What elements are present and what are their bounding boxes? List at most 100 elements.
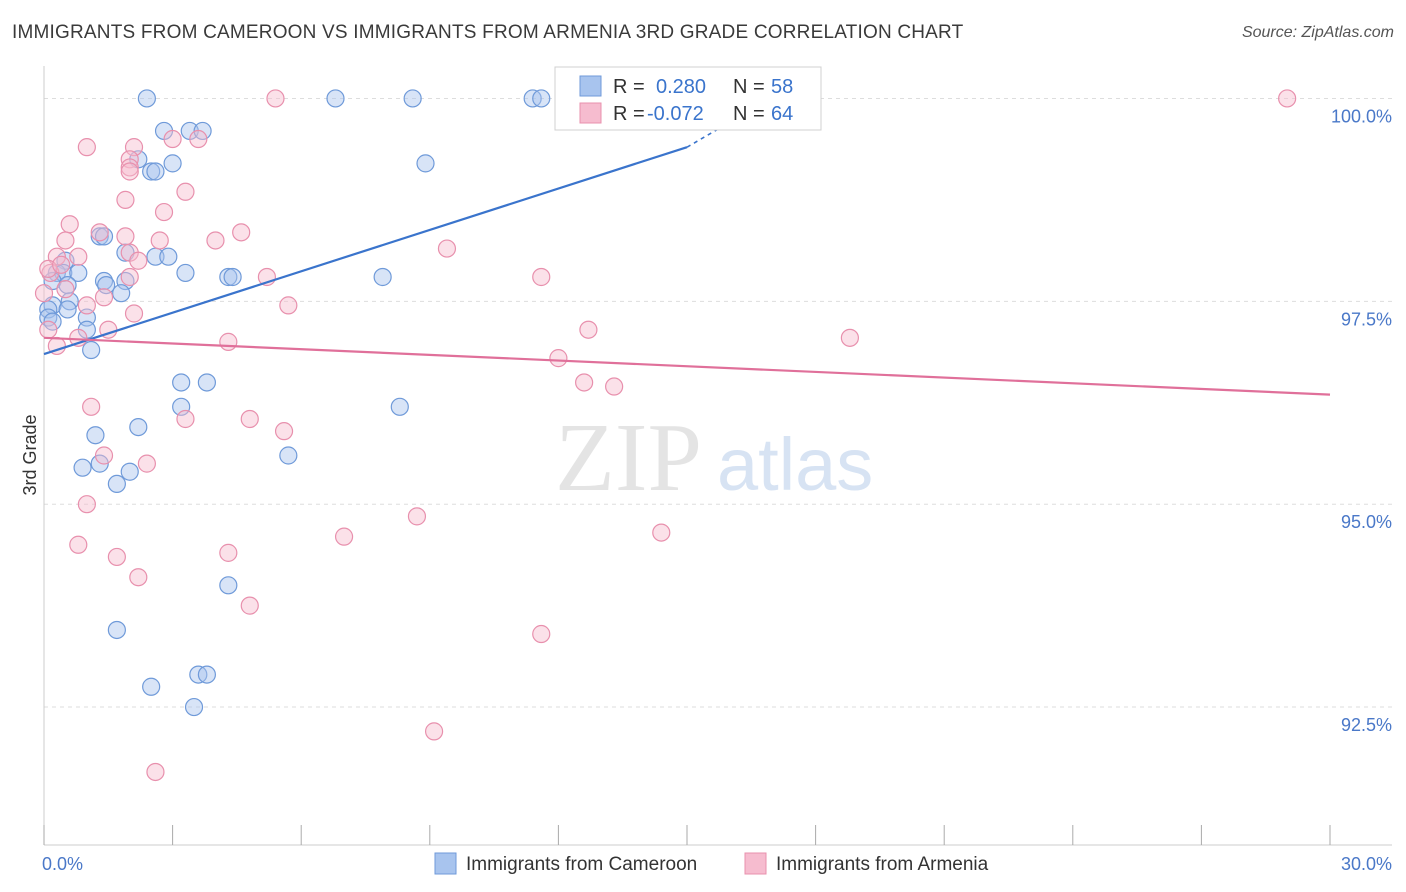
cameroon-point-57 <box>184 697 204 717</box>
armenia-point-61 <box>146 762 165 782</box>
cameroon-point-26 <box>223 267 242 287</box>
chart-title: IMMIGRANTS FROM CAMEROON VS IMMIGRANTS F… <box>12 22 964 43</box>
bottom-legend-swatch-pink <box>744 852 767 875</box>
armenia-point-44 <box>82 397 101 416</box>
legend-r-label-1: R = <box>613 76 645 98</box>
armenia-point-41 <box>549 349 568 368</box>
armenia-point-12 <box>60 215 79 234</box>
armenia-point-28 <box>34 284 54 303</box>
source-label: Source: ZipAtlas.com <box>1241 24 1394 41</box>
cameroon-point-19 <box>47 263 66 283</box>
armenia-point-58 <box>240 596 259 615</box>
armenia-point-50 <box>77 495 96 514</box>
armenia-point-18 <box>206 231 225 250</box>
armenia-point-52 <box>334 527 354 546</box>
armenia-point-8 <box>120 162 139 181</box>
armenia-point-37 <box>840 328 859 347</box>
armenia-point-1 <box>1278 89 1297 108</box>
cameroon-point-44 <box>390 397 409 416</box>
armenia-points <box>34 89 1297 782</box>
armenia-point-27 <box>532 267 551 287</box>
armenia-point-11 <box>154 202 174 222</box>
armenia-point-33 <box>124 304 144 323</box>
armenia-point-45 <box>176 409 195 429</box>
armenia-point-29 <box>56 280 75 299</box>
armenia-point-54 <box>69 535 88 554</box>
grid-lines <box>44 97 1392 708</box>
armenia-point-22 <box>69 247 88 266</box>
cameroon-point-25 <box>219 267 238 287</box>
armenia-point-42 <box>575 373 594 392</box>
armenia-point-30 <box>94 288 114 307</box>
y-tick-label-2: 95.0% <box>1341 512 1392 532</box>
cameroon-point-54 <box>142 677 161 696</box>
cameroon-point-49 <box>90 454 109 473</box>
x-tick-label-1: 30.0% <box>1341 854 1392 874</box>
cameroon-point-21 <box>69 263 88 283</box>
armenia-point-31 <box>77 296 96 315</box>
armenia-point-14 <box>90 223 109 242</box>
cameroon-point-24 <box>176 263 195 283</box>
cameroon-point-53 <box>107 620 126 640</box>
armenia-point-0 <box>266 89 285 108</box>
cameroon-point-45 <box>129 417 148 437</box>
armenia-trend-line <box>43 336 1331 396</box>
legend-r-label-2: R = <box>613 103 645 125</box>
x-tick-labels: 0.0% 30.0% <box>42 854 1392 874</box>
cameroon-point-42 <box>197 373 216 392</box>
y-axis-title: 3rd Grade <box>20 414 40 495</box>
armenia-point-51 <box>407 507 427 526</box>
legend-r-value-1: 0.280 <box>656 76 706 98</box>
stats-legend: R = 0.280 N = 58 R = -0.072 N = 64 <box>554 66 822 131</box>
armenia-point-17 <box>150 231 169 250</box>
cameroon-point-52 <box>219 576 238 595</box>
series-legend: Immigrants from Cameroon Immigrants from… <box>434 852 989 875</box>
cameroon-point-51 <box>107 474 126 494</box>
legend-n-value-2: 64 <box>771 103 793 125</box>
armenia-point-53 <box>652 523 671 542</box>
cameroon-points <box>39 89 551 717</box>
armenia-point-63 <box>52 255 71 274</box>
cameroon-point-38 <box>43 312 62 331</box>
cameroon-trend-line <box>43 146 688 356</box>
armenia-point-25 <box>120 267 139 287</box>
cameroon-point-47 <box>279 446 298 465</box>
armenia-point-9 <box>176 182 195 201</box>
cameroon-point-27 <box>373 267 392 287</box>
cameroon-point-56 <box>197 665 216 684</box>
cameroon-point-1 <box>326 89 345 108</box>
legend-n-value-1: 58 <box>771 76 793 98</box>
cameroon-point-15 <box>116 243 135 262</box>
armenia-point-39 <box>219 332 238 351</box>
armenia-point-34 <box>39 320 58 339</box>
cameroon-point-40 <box>82 340 101 360</box>
armenia-point-13 <box>232 223 251 242</box>
cameroon-point-31 <box>112 284 131 303</box>
armenia-point-56 <box>219 543 238 562</box>
legend-n-label-1: N = <box>733 76 765 98</box>
cameroon-point-12 <box>416 154 435 173</box>
cameroon-point-9 <box>163 154 182 173</box>
cameroon-point-41 <box>172 373 191 392</box>
bottom-legend-swatch-blue <box>434 852 457 875</box>
y-tick-labels: 100.0% 97.5% 95.0% 92.5% <box>1331 106 1392 735</box>
legend-r-value-2: -0.072 <box>647 103 704 125</box>
y-tick-label-3: 92.5% <box>1341 715 1392 735</box>
cameroon-point-35 <box>58 300 77 319</box>
cameroon-point-13 <box>90 227 109 246</box>
cameroon-point-0 <box>137 89 156 108</box>
armenia-point-16 <box>116 227 135 246</box>
armenia-point-2 <box>163 129 182 149</box>
axes <box>43 66 1392 846</box>
armenia-point-32 <box>279 296 298 315</box>
cameroon-point-11 <box>146 162 165 181</box>
cameroon-point-48 <box>73 458 92 477</box>
cameroon-point-7 <box>193 121 212 141</box>
armenia-point-3 <box>189 129 208 149</box>
legend-swatch-blue <box>579 75 602 97</box>
x-tick-label-0: 0.0% <box>42 854 83 874</box>
armenia-point-57 <box>129 568 148 587</box>
armenia-point-10 <box>116 190 135 209</box>
armenia-point-19 <box>437 239 457 258</box>
